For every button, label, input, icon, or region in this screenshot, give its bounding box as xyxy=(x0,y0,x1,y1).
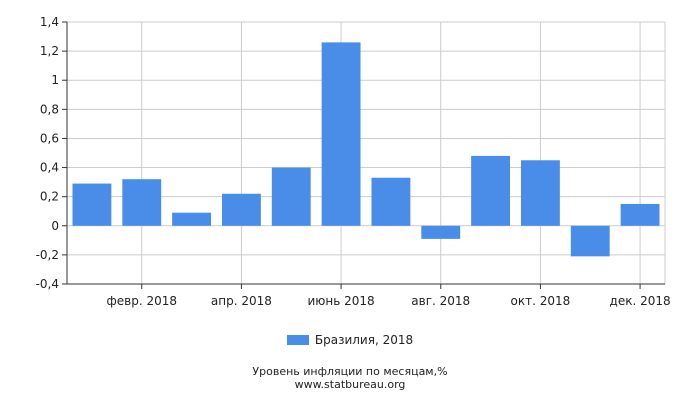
y-tick-label: 0 xyxy=(51,219,59,233)
legend: Бразилия, 2018 xyxy=(0,333,700,347)
y-tick-label: -0,4 xyxy=(36,277,59,291)
bar xyxy=(371,177,411,226)
bar xyxy=(520,160,560,226)
x-tick-label: апр. 2018 xyxy=(211,294,272,308)
y-tick-label: 0,2 xyxy=(40,190,59,204)
bar xyxy=(471,155,511,226)
bar xyxy=(172,212,212,226)
bar xyxy=(321,42,361,226)
bar xyxy=(620,203,660,226)
x-tick-label: окт. 2018 xyxy=(511,294,571,308)
y-tick-label: 1 xyxy=(51,73,59,87)
x-tick-label: июнь 2018 xyxy=(307,294,374,308)
y-tick-label: 0,4 xyxy=(40,161,59,175)
x-tick-label: авг. 2018 xyxy=(411,294,470,308)
x-tick-label: февр. 2018 xyxy=(107,294,178,308)
bar xyxy=(72,183,112,226)
y-tick-label: 1,2 xyxy=(40,44,59,58)
chart-title: Уровень инфляции по месяцам,% xyxy=(252,365,448,378)
bar xyxy=(122,179,162,226)
y-tick-label: 0,8 xyxy=(40,102,59,116)
y-tick-label: 0,6 xyxy=(40,131,59,145)
source-link: www.statbureau.org xyxy=(294,378,406,391)
y-tick-label: -0,2 xyxy=(36,248,59,262)
bars xyxy=(72,42,660,257)
bar xyxy=(271,167,311,226)
legend-label: Бразилия, 2018 xyxy=(314,333,414,347)
inflation-bar-chart: -0,4 -0,2 0 0,2 0,4 0,6 0,8 1 1,2 1,4 февр. 2018 а… xyxy=(36,15,671,308)
bar xyxy=(221,193,261,226)
axes xyxy=(62,21,665,289)
y-axis-labels: -0,4 -0,2 0 0,2 0,4 0,6 0,8 1 1,2 1,4 xyxy=(36,15,59,291)
bar xyxy=(421,225,461,239)
chart-caption: Уровень инфляции по месяцам,% www.statbu… xyxy=(0,365,700,391)
bar xyxy=(570,225,610,257)
x-tick-label: дек. 2018 xyxy=(610,294,671,308)
legend-swatch xyxy=(286,335,309,345)
y-tick-label: 1,4 xyxy=(40,15,59,29)
x-axis-labels: февр. 2018 апр. 2018 июнь 2018 авг. 2018 окт… xyxy=(107,294,671,308)
